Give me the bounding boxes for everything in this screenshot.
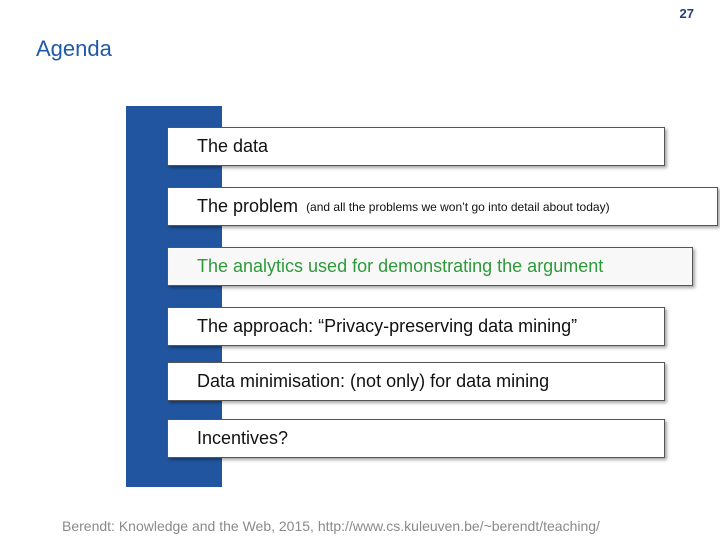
agenda-item-text: The approach: “Privacy-preserving data m… — [197, 316, 578, 336]
agenda-item: The problem (and all the problems we won’… — [167, 187, 718, 226]
agenda-item: The analytics used for demonstrating the… — [167, 247, 693, 286]
agenda-item-text: The analytics used for demonstrating the… — [197, 256, 604, 276]
slide-title: Agenda — [36, 36, 112, 61]
agenda-item: The approach: “Privacy-preserving data m… — [167, 307, 665, 346]
agenda-item-note: (and all the problems we won’t go into d… — [306, 199, 610, 214]
footer: Berendt: Knowledge and the Web, 2015, ht… — [62, 518, 600, 534]
agenda-item-text: Data minimisation: (not only) for data m… — [197, 371, 550, 391]
agenda-item: The data — [167, 127, 665, 166]
page-number: 27 — [679, 6, 694, 21]
agenda-item: Data minimisation: (not only) for data m… — [167, 362, 665, 401]
agenda-item-text: Incentives? — [197, 428, 289, 448]
agenda-item: Incentives? — [167, 419, 665, 458]
agenda-item-text: The data — [197, 136, 269, 156]
agenda-item-text: The problem — [197, 196, 299, 216]
